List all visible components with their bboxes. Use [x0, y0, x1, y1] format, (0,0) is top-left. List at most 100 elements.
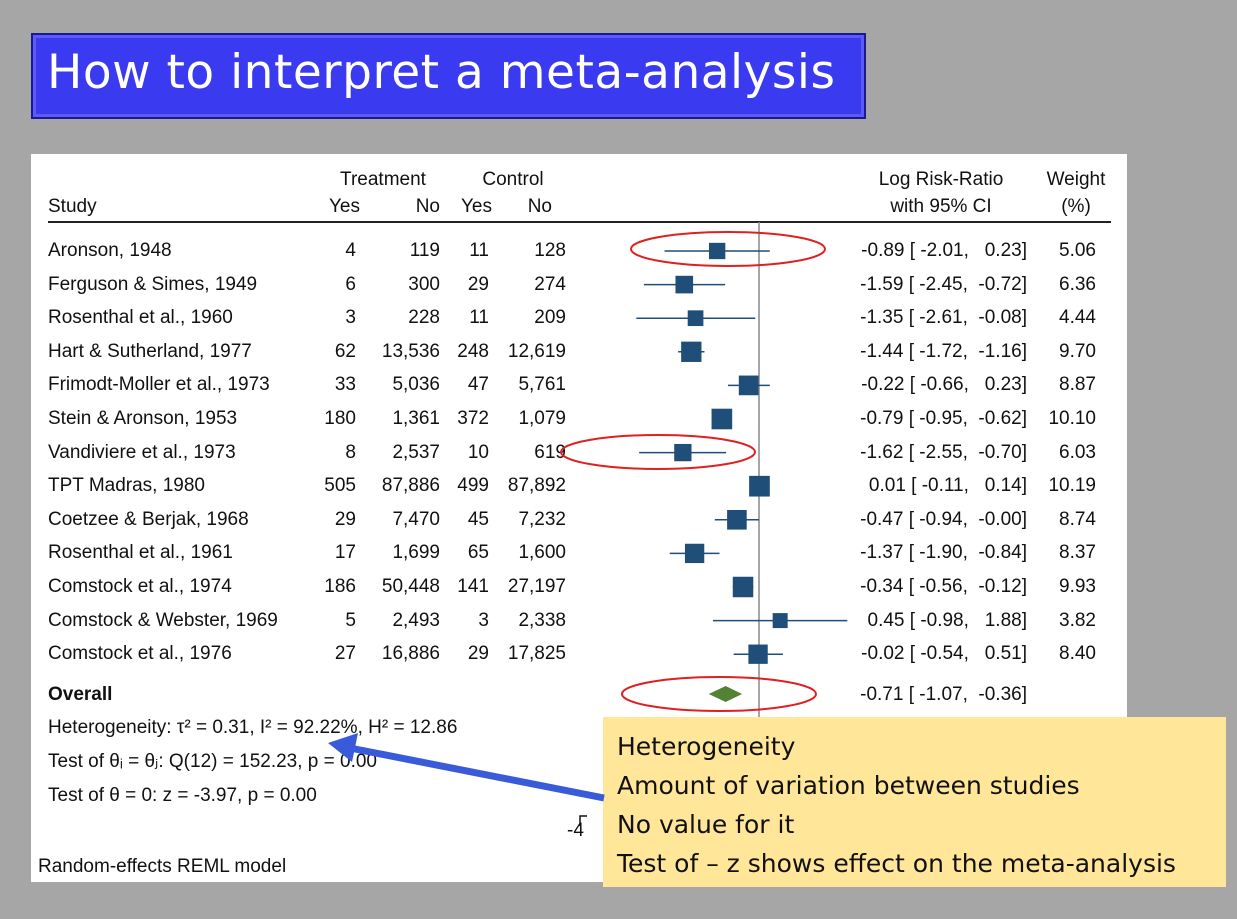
treatment-no: 50,448	[381, 576, 440, 597]
treatment-yes: 6	[345, 274, 356, 295]
treatment-yes: 186	[324, 576, 356, 597]
treatment-no: 87,886	[381, 475, 440, 496]
highlight-ellipse-aronson	[630, 231, 826, 267]
weight: 4.44	[1059, 307, 1096, 328]
header-effect-line1: Log Risk-Ratio	[878, 169, 1004, 190]
point-estimate-marker	[738, 375, 759, 396]
control-no: 27,197	[507, 576, 566, 597]
effect-ci: -0.02 [ -0.54, 0.51]	[861, 643, 1027, 664]
effect-ci: -0.79 [ -0.95, -0.62]	[860, 408, 1027, 429]
weight: 8.87	[1059, 374, 1096, 395]
effect-ci: -0.47 [ -0.94, -0.00]	[860, 509, 1027, 530]
effect-ci: 0.45 [ -0.98, 1.88]	[867, 610, 1028, 631]
point-estimate-marker	[772, 613, 788, 629]
treatment-yes: 5	[345, 610, 356, 631]
effect-ci: -0.89 [ -2.01, 0.23]	[861, 240, 1027, 261]
control-yes: 11	[469, 240, 489, 261]
control-yes: 29	[467, 274, 489, 295]
study-name: Hart & Sutherland, 1977	[48, 341, 252, 362]
treatment-yes: 3	[345, 307, 356, 328]
treatment-yes: 505	[324, 475, 356, 496]
effect-ci: -1.37 [ -1.90, -0.84]	[860, 542, 1027, 563]
control-yes: 248	[457, 341, 489, 362]
treatment-no: 1,361	[392, 408, 440, 429]
treatment-no: 119	[409, 240, 440, 261]
callout-line: Test of – z shows effect on the meta-ana…	[617, 849, 1176, 878]
control-no: 619	[534, 442, 566, 463]
point-estimate-marker	[681, 341, 702, 362]
treatment-yes: 180	[324, 408, 356, 429]
control-no: 128	[534, 240, 566, 261]
treatment-no: 7,470	[392, 509, 440, 530]
weight: 10.19	[1048, 475, 1096, 496]
point-estimate-marker	[748, 644, 768, 664]
treatment-yes: 4	[345, 240, 356, 261]
test-overall-effect: Test of θ = 0: z = -3.97, p = 0.00	[48, 785, 317, 806]
weight: 6.03	[1059, 442, 1096, 463]
study-name: Rosenthal et al., 1960	[48, 307, 233, 328]
control-no: 1,600	[518, 542, 566, 563]
weight: 3.82	[1059, 610, 1096, 631]
control-yes: 141	[457, 576, 489, 597]
treatment-yes: 62	[334, 341, 356, 362]
treatment-no: 2,537	[392, 442, 440, 463]
control-yes: 47	[467, 374, 489, 395]
title-banner: How to interpret a meta-analysis	[31, 33, 866, 119]
control-no: 5,761	[518, 374, 566, 395]
header-divider	[48, 221, 1111, 223]
study-name: Vandiviere et al., 1973	[48, 442, 236, 463]
control-yes: 10	[467, 442, 489, 463]
treatment-yes: 29	[334, 509, 356, 530]
header-control: Control	[482, 169, 544, 190]
control-no: 17,825	[507, 643, 566, 664]
point-estimate-marker	[727, 510, 747, 530]
treatment-yes: 8	[345, 442, 356, 463]
control-no: 209	[534, 307, 566, 328]
point-estimate-marker	[674, 443, 692, 462]
point-estimate-marker	[708, 242, 726, 260]
overall-effect-ci: -0.71 [ -1.07, -0.36]	[860, 684, 1027, 705]
control-no: 1,079	[518, 408, 566, 429]
weight: 10.10	[1048, 408, 1096, 429]
control-no: 2,338	[518, 610, 566, 631]
study-name: Comstock et al., 1974	[48, 576, 232, 597]
study-name: Ferguson & Simes, 1949	[48, 274, 258, 295]
test-homogeneity: Test of θᵢ = θⱼ: Q(12) = 152.23, p = 0.0…	[48, 751, 377, 772]
effect-ci: -1.44 [ -1.72, -1.16]	[860, 341, 1027, 362]
heterogeneity-stats: Heterogeneity: τ² = 0.31, I² = 92.22%, H…	[48, 717, 458, 738]
callout-line: Heterogeneity	[617, 732, 796, 761]
highlight-ellipse-overall	[621, 676, 817, 712]
header-treatment-no: No	[415, 196, 440, 217]
header-control-no: No	[527, 196, 552, 217]
overall-diamond	[708, 686, 743, 702]
study-name: Frimodt-Moller et al., 1973	[48, 374, 270, 395]
control-no: 12,619	[507, 341, 566, 362]
highlight-ellipse-vandiviere	[560, 434, 756, 470]
treatment-no: 2,493	[392, 610, 440, 631]
forest-plot	[560, 222, 848, 882]
weight: 5.06	[1059, 240, 1096, 261]
weight: 9.70	[1059, 341, 1096, 362]
study-name: Rosenthal et al., 1961	[48, 542, 233, 563]
header-treatment: Treatment	[340, 169, 426, 190]
treatment-no: 300	[408, 274, 440, 295]
callout-line: Amount of variation between studies	[617, 771, 1080, 800]
slide-title: How to interpret a meta-analysis	[47, 45, 836, 100]
treatment-yes: 33	[334, 374, 356, 395]
study-name: Aronson, 1948	[48, 240, 172, 261]
weight: 8.37	[1059, 542, 1096, 563]
header-effect-line2: with 95% CI	[890, 196, 992, 217]
effect-ci: -1.59 [ -2.45, -0.72]	[860, 274, 1027, 295]
point-estimate-marker	[732, 576, 754, 598]
control-no: 7,232	[518, 509, 566, 530]
weight: 6.36	[1059, 274, 1096, 295]
model-label: Random-effects REML model	[38, 856, 287, 877]
header-control-yes: Yes	[461, 196, 492, 217]
control-yes: 11	[469, 307, 489, 328]
header-study: Study	[48, 196, 97, 217]
study-name: Stein & Aronson, 1953	[48, 408, 238, 429]
treatment-no: 5,036	[392, 374, 440, 395]
axis-tick-mark	[579, 815, 587, 826]
callout-line: No value for it	[617, 810, 795, 839]
point-estimate-marker	[684, 543, 705, 564]
